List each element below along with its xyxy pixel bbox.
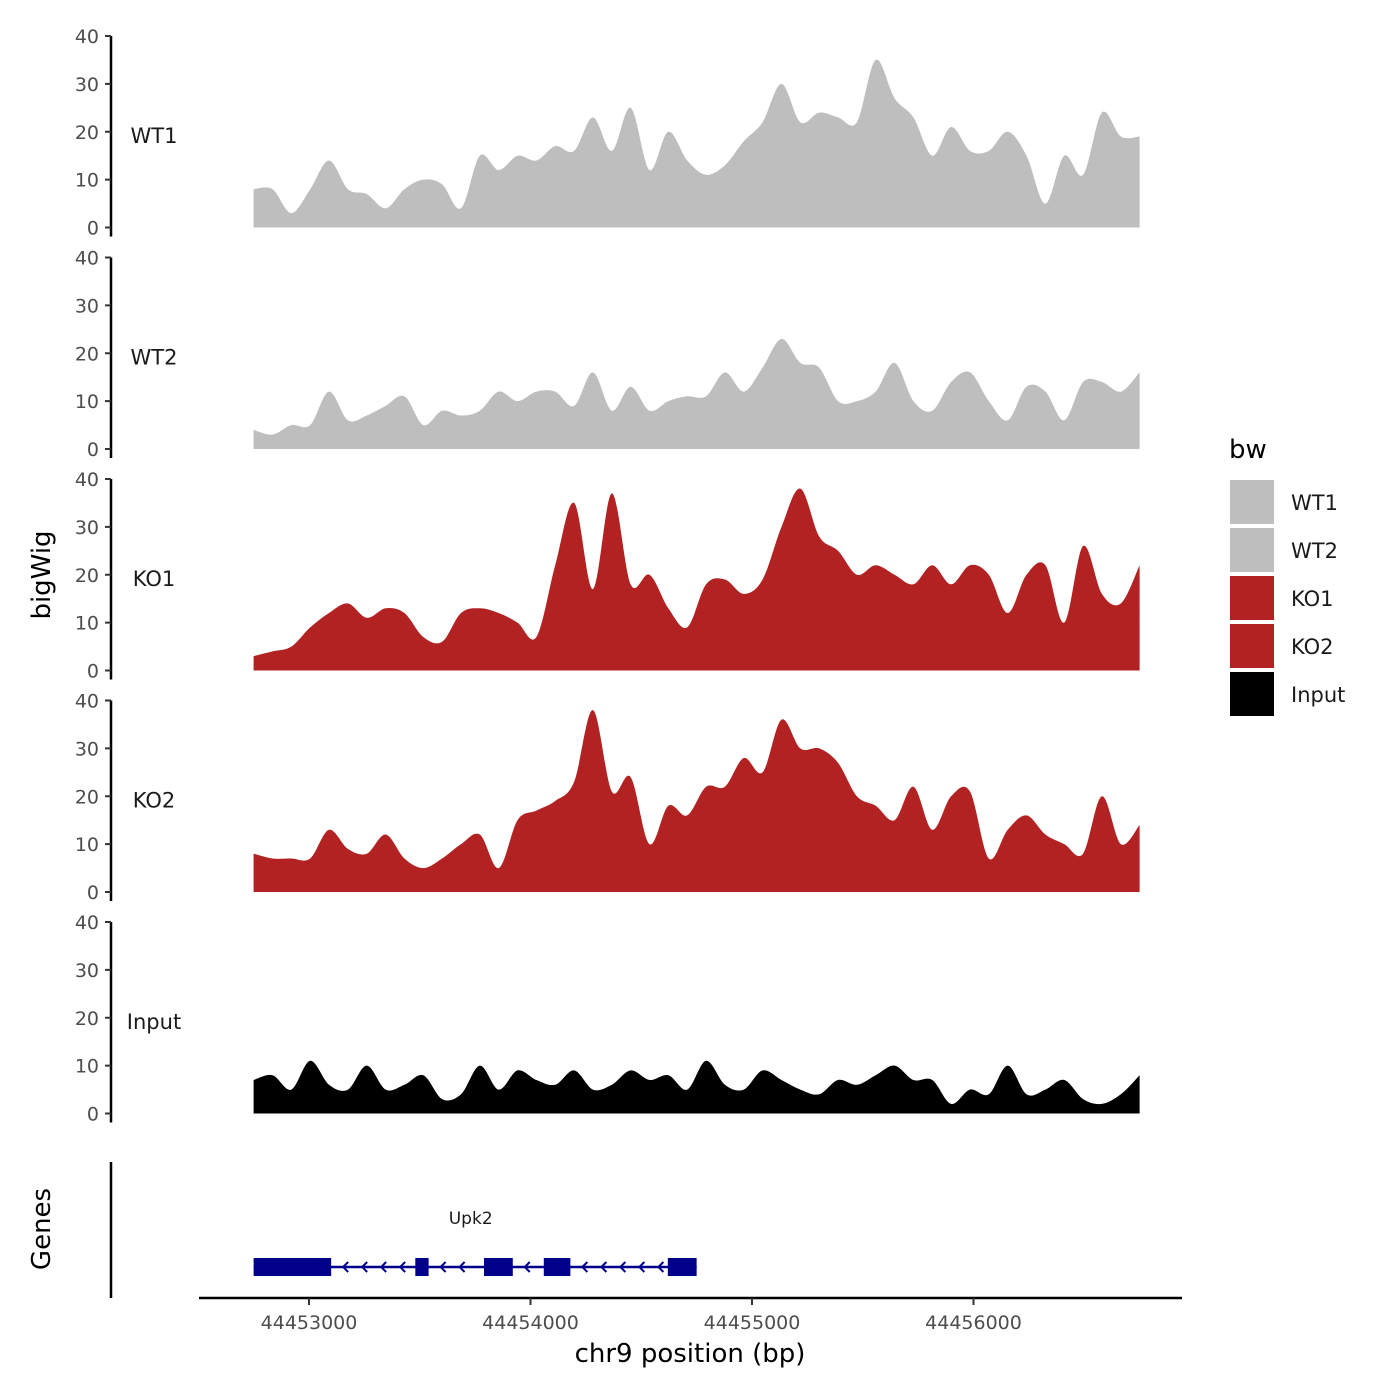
strand-arrow	[341, 1261, 349, 1273]
gene-exon	[415, 1258, 429, 1276]
x-tick-label: 44456000	[925, 1312, 1022, 1334]
gene-exon	[667, 1258, 697, 1276]
coverage-tracks: 0 10 20 30 40 WT1 0 10 20 30 40 WT2 0 10 20 30 40 KO1 0 10 2…	[75, 26, 1140, 1126]
track-area-ko1	[253, 488, 1140, 671]
x-tick-label: 44453000	[261, 1312, 358, 1334]
x-tick-label: 44455000	[704, 1312, 801, 1334]
legend-label-wt1: WT1	[1291, 491, 1338, 515]
strand-arrow	[439, 1261, 447, 1273]
y-tick-label: 20	[75, 1008, 99, 1030]
y-tick-label: 40	[75, 912, 99, 934]
y-tick-label: 10	[75, 391, 99, 413]
y-tick-label: 20	[75, 343, 99, 365]
y-tick-label: 30	[75, 738, 99, 760]
y-tick-label: 0	[87, 882, 99, 904]
y-tick-label: 40	[75, 26, 99, 48]
strand-arrow	[656, 1261, 665, 1273]
track-area-ko2	[253, 710, 1140, 892]
legend-key-wt2	[1230, 528, 1274, 572]
gene-exon	[483, 1258, 513, 1276]
gene-upk2: Upk2	[253, 1209, 697, 1276]
legend-label-ko2: KO2	[1291, 635, 1334, 659]
genes-track-label: Genes	[27, 1188, 57, 1270]
track-label-input: Input	[127, 1010, 181, 1034]
track-label-wt1: WT1	[131, 124, 178, 148]
y-tick-label: 20	[75, 786, 99, 808]
legend-title: bw	[1229, 435, 1267, 465]
y-tick-label: 0	[87, 661, 99, 683]
track-wt2: 0 10 20 30 40 WT2	[75, 248, 1140, 461]
strand-arrow	[379, 1261, 387, 1273]
y-tick-label: 10	[75, 613, 99, 635]
y-tick-label: 40	[75, 469, 99, 491]
y-tick-label: 40	[75, 691, 99, 713]
legend-key-ko2	[1230, 624, 1274, 668]
y-tick-label: 10	[75, 1056, 99, 1078]
strand-arrow	[458, 1261, 466, 1273]
strand-arrow	[398, 1261, 406, 1273]
track-area-wt2	[253, 338, 1140, 449]
strand-arrow	[523, 1261, 531, 1273]
gene-label: Upk2	[449, 1209, 493, 1229]
legend-label-ko1: KO1	[1291, 587, 1334, 611]
legend: bw WT1 WT2 KO1 KO2 Input	[1229, 435, 1345, 716]
legend-label-wt2: WT2	[1291, 539, 1338, 563]
track-wt1: 0 10 20 30 40 WT1	[75, 26, 1140, 240]
track-label-wt2: WT2	[131, 345, 178, 369]
legend-key-wt1	[1230, 480, 1274, 524]
gene-exon	[253, 1258, 332, 1276]
y-tick-label: 0	[87, 1104, 99, 1126]
strand-arrow	[599, 1261, 608, 1273]
strand-arrow	[360, 1261, 368, 1273]
y-tick-label: 30	[75, 960, 99, 982]
y-tick-label: 30	[75, 517, 99, 539]
legend-key-ko1	[1230, 576, 1274, 620]
y-tick-label: 40	[75, 248, 99, 270]
strand-arrow	[618, 1261, 627, 1273]
y-tick-label: 0	[87, 218, 99, 240]
strand-arrow	[637, 1261, 646, 1273]
x-axis: chr9 position (bp) 44453000 44454000 44455…	[199, 1296, 1182, 1369]
gene-exon	[543, 1258, 571, 1276]
track-ko2: 0 10 20 30 40 KO2	[75, 691, 1140, 904]
y-tick-label: 20	[75, 122, 99, 144]
track-area-input	[253, 1060, 1140, 1114]
y-axis-title: bigWig	[27, 530, 57, 619]
legend-key-input	[1230, 672, 1274, 716]
y-tick-label: 30	[75, 74, 99, 96]
strand-arrow	[580, 1261, 589, 1273]
track-ko1: 0 10 20 30 40 KO1	[75, 469, 1140, 683]
genes-track: Genes Upk2	[27, 1162, 697, 1298]
x-tick-label: 44454000	[482, 1312, 579, 1334]
track-label-ko2: KO2	[133, 788, 176, 812]
y-tick-label: 10	[75, 834, 99, 856]
track-input: 0 10 20 30 40 Input	[75, 912, 1140, 1126]
track-area-wt1	[253, 59, 1140, 228]
legend-label-input: Input	[1291, 683, 1345, 707]
y-tick-label: 10	[75, 170, 99, 192]
y-tick-label: 0	[87, 439, 99, 461]
y-tick-label: 20	[75, 565, 99, 587]
x-axis-title: chr9 position (bp)	[575, 1339, 806, 1369]
track-label-ko1: KO1	[133, 567, 176, 591]
y-tick-label: 30	[75, 295, 99, 317]
